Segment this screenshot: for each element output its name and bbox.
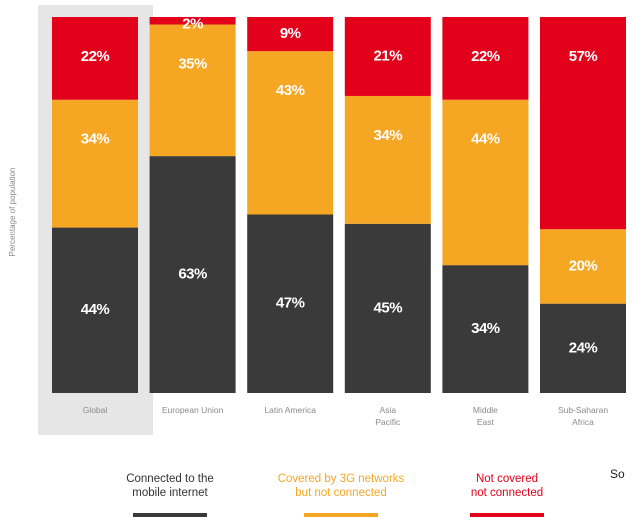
bar-segment-3-6 <box>540 17 626 230</box>
bar-label-2-4: 34% <box>374 127 403 144</box>
legend-label-2-1: Covered by 3G networks <box>278 473 405 485</box>
bar-label-1-3: 47% <box>276 295 305 312</box>
bar-segment-3-3 <box>247 17 334 52</box>
legend-swatch-3 <box>470 513 544 517</box>
bar-segment-2-4 <box>344 95 431 224</box>
bar-segment-1-4 <box>344 223 431 393</box>
bar-segment-2-2 <box>149 24 236 157</box>
bar-segment-2-6 <box>540 229 626 304</box>
legend-label-1-2: mobile internet <box>132 487 208 499</box>
legend-label-3-2: not connected <box>471 487 543 499</box>
bar-segment-3-5 <box>442 17 529 100</box>
bar-segment-1-3 <box>247 214 334 393</box>
bar-segment-2-3 <box>247 51 334 215</box>
legend: Connected to the mobile internet Covered b… <box>126 473 544 517</box>
bar-label-3-5: 22% <box>471 48 500 65</box>
category-label-2-1: European Union <box>162 405 224 415</box>
bar-segment-2-1 <box>52 99 138 228</box>
bar-segment-1-6 <box>540 303 626 393</box>
category-label-4-2: Pacific <box>375 417 401 427</box>
bar-label-3-3: 9% <box>280 25 301 42</box>
category-label-5-2: East <box>477 417 495 427</box>
bar-segment-1-1 <box>52 227 138 393</box>
bar-label-3-6: 57% <box>569 48 598 65</box>
category-label-5-1: Middle <box>473 405 498 415</box>
bar-segment-1-2 <box>149 156 236 393</box>
bar-label-3-4: 21% <box>374 47 403 64</box>
bar-label-2-5: 44% <box>471 131 500 148</box>
category-label-6-1: Sub-Saharan <box>558 405 608 415</box>
bar-segment-3-4 <box>344 17 431 96</box>
bar-label-1-5: 34% <box>471 320 500 337</box>
bar-label-2-1: 34% <box>81 131 110 148</box>
bars-group: 44% 34% 22% 63% 35% 2% 47% 43% 9% 45% 34% 21% 34% 44%… <box>52 16 626 393</box>
bar-label-2-6: 20% <box>569 257 598 274</box>
category-label-1-1: Global <box>83 405 108 415</box>
bar-segment-2-5 <box>442 99 529 266</box>
y-axis-label: Percentage of population <box>8 168 17 257</box>
bar-segment-1-5 <box>442 265 529 393</box>
legend-label-1-1: Connected to the <box>126 473 214 485</box>
category-label-3-1: Latin America <box>264 405 316 415</box>
bar-label-1-6: 24% <box>569 339 598 356</box>
bar-label-1-4: 45% <box>374 299 403 316</box>
bar-segment-3-1 <box>52 17 138 100</box>
bar-label-2-2: 35% <box>178 55 207 72</box>
legend-swatch-2 <box>304 513 378 517</box>
bar-label-1-2: 63% <box>178 266 207 283</box>
bar-label-3-2: 2% <box>182 16 203 33</box>
bar-segment-3-2 <box>149 17 236 25</box>
legend-label-2-2: but not connected <box>295 487 386 499</box>
bar-label-1-1: 44% <box>81 301 110 318</box>
legend-label-3-1: Not covered <box>476 473 538 485</box>
bar-label-2-3: 43% <box>276 82 305 99</box>
legend-swatch-1 <box>133 513 207 517</box>
bar-label-3-1: 22% <box>81 48 110 65</box>
category-label-4-1: Asia <box>380 405 397 415</box>
source-text: So <box>610 467 625 481</box>
category-label-6-2: Africa <box>572 417 594 427</box>
category-labels: Global European Union Latin America Asia Pac… <box>83 405 609 427</box>
